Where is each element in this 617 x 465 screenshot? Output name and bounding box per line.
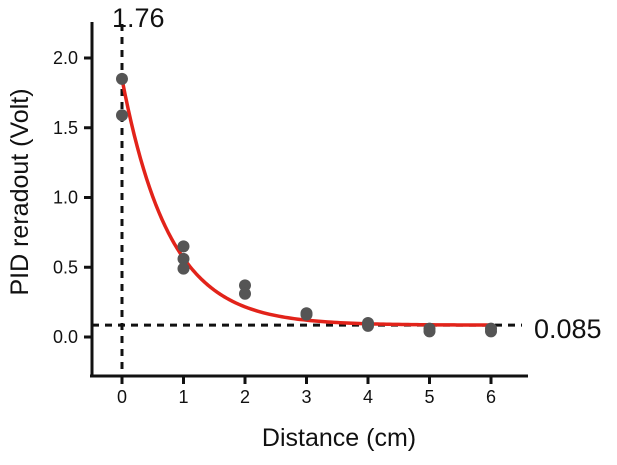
x-tick-label: 0: [117, 387, 127, 407]
y-tick-label: 0.0: [53, 327, 78, 347]
y-tick-label: 0.5: [53, 257, 78, 277]
y-tick-label: 1.5: [53, 118, 78, 138]
x-ticks: 0 1 2 3 4 5 6: [117, 376, 496, 407]
vertical-line-annotation: 1.76: [112, 3, 165, 33]
axes: [90, 22, 528, 378]
data-point: [177, 262, 190, 275]
data-point: [362, 319, 374, 332]
data-point: [239, 279, 251, 292]
x-tick-label: 5: [424, 387, 434, 407]
y-tick-label: 1.0: [53, 188, 78, 208]
fit-curve: [120, 78, 492, 327]
data-point: [239, 287, 251, 300]
fit-curve-layer: [120, 78, 492, 327]
x-axis-title: Distance (cm): [262, 424, 416, 452]
y-tick-label: 2.0: [53, 48, 78, 68]
data-point: [423, 325, 436, 338]
data-point: [177, 252, 190, 265]
x-tick-label: 4: [363, 387, 373, 407]
data-point: [485, 325, 497, 338]
y-axis-title: PID reradout (Volt): [6, 88, 34, 295]
y-ticks: 0.0 0.5 1.0 1.5 2.0: [53, 48, 92, 347]
x-tick-label: 6: [486, 387, 496, 407]
x-tick-label: 2: [240, 387, 250, 407]
data-points: [116, 72, 497, 338]
horizontal-line-annotation: 0.085: [534, 314, 602, 344]
data-point: [116, 109, 128, 122]
x-tick-label: 3: [301, 387, 311, 407]
data-point: [177, 240, 190, 253]
x-tick-label: 1: [178, 387, 188, 407]
data-point: [300, 308, 313, 321]
data-point: [116, 72, 128, 85]
